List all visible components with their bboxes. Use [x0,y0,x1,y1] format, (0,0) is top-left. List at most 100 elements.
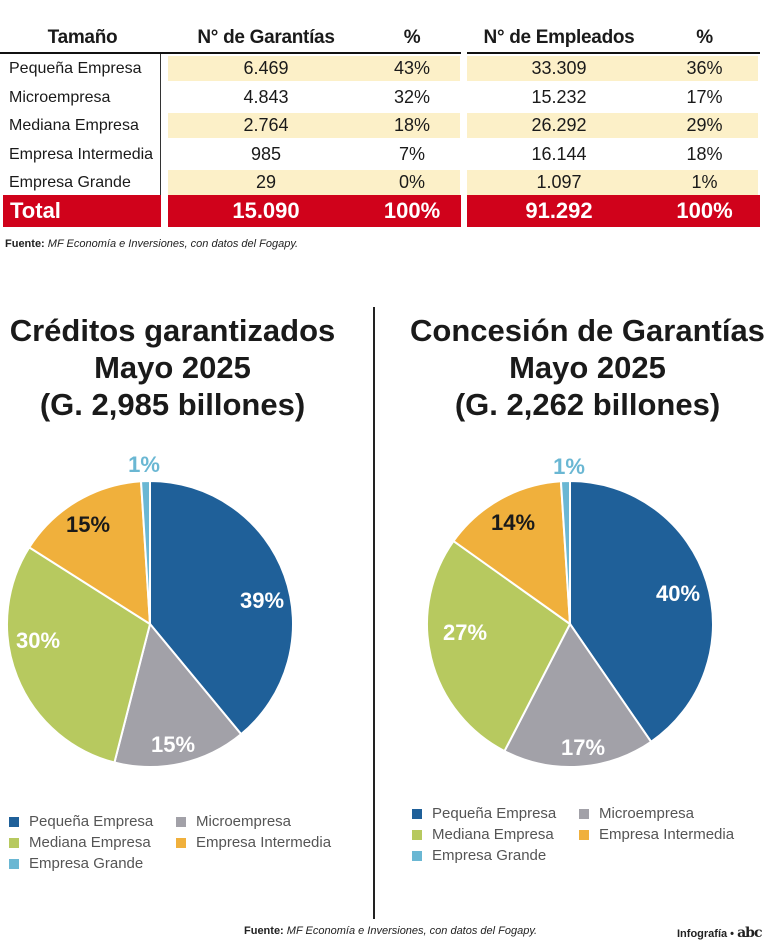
table-source-text: MF Economía e Inversiones, con datos del… [47,238,299,250]
legend-item: Mediana Empresa [412,826,554,844]
legend-swatch [176,817,186,828]
table-source-label: Fuente: [5,238,45,250]
row-label: Empresa Intermedia [9,145,154,163]
pie-slice-microempresa [113,621,243,768]
legend-label: Microempresa [599,805,695,822]
chart-1-title: Créditos garantizados Mayo 2025 (G. 2,98… [0,312,345,423]
total-pct-garantias: 100% [383,198,441,223]
pie-slice-label: 40% [656,581,700,606]
legend-label: Empresa Intermedia [599,826,735,843]
table-row: Mediana Empresa 2.764 18% 26.292 29% [0,111,770,140]
cell-pct-empleados: 29% [651,113,758,138]
pie-slice-label: 14% [491,510,535,535]
header-empleados: N° de Empleados [483,27,635,48]
header-rule-left [0,52,461,54]
cell-garantias: 4.843 [243,86,289,107]
row-label: Empresa Grande [9,174,131,191]
row-label: Mediana Empresa [9,117,139,134]
legend-swatch [412,809,422,820]
legend-item: Empresa Grande [9,855,143,873]
footer-credit-text: Infografía • [677,928,735,940]
pie-slice-label: 15% [151,732,195,757]
legend-item: Empresa Intermedia [579,826,734,844]
legend-label: Pequeña Empresa [29,813,154,830]
abc-logo: abc [737,925,762,941]
cell-pct-empleados: 1% [651,170,758,195]
pie-slice-empresa-grande [559,479,571,625]
legend-swatch [9,817,19,828]
legend-item: Empresa Grande [412,847,546,865]
pie-slice-mediana-empresa [6,545,152,764]
pie-slice-label: 1% [128,452,160,477]
chart-2-title-line-1: Concesión de Garantías [410,313,765,348]
total-empleados: 91.292 [525,198,593,223]
header-pct-garantias: % [403,27,421,48]
legend-label: Mediana Empresa [29,834,151,851]
cell-pct-garantias: 7% [398,143,425,164]
charts-divider [373,307,375,919]
footer-source: Fuente: MF Economía e Inversiones, con d… [244,925,537,937]
pie-slice-peque-a-empresa [569,479,714,744]
cell-garantias: 29 [168,170,364,195]
total-pct-empleados: 100% [676,198,733,223]
pie-slice-microempresa [503,622,653,768]
legend-item: Mediana Empresa [9,834,151,852]
header-rule-right [467,52,760,54]
table-source: Fuente: MF Economía e Inversiones, con d… [5,238,298,250]
cell-pct-empleados: 18% [686,143,723,164]
pie-slice-label: 17% [561,735,605,760]
legend-swatch [412,851,422,862]
pie-chart-concesion: 40% 17% 27% 14% 1% [426,454,714,768]
chart-2-title-line-3: (G. 2,262 billones) [454,387,721,422]
cell-pct-garantias: 0% [364,170,460,195]
chart-2-title-line-2: Mayo 2025 [509,350,666,385]
legend-item: Empresa Intermedia [176,834,331,852]
column-divider [160,54,161,222]
total-garantias-block: 15.090 100% [168,195,461,227]
pie-slice-peque-a-empresa [149,479,294,736]
legend-label: Microempresa [196,813,292,830]
table-row: Empresa Intermedia 985 7% 16.144 18% [0,140,770,169]
table-row: Pequeña Empresa 6.469 43% 33.309 36% [0,54,770,83]
cell-garantias: 2.764 [168,113,364,138]
cell-empleados: 15.232 [531,86,587,107]
footer-credit: Infografía • abc [677,925,763,941]
cell-empleados: 33.309 [467,56,651,81]
pie-slice-mediana-empresa [426,539,572,753]
footer-source-label: Fuente: [244,925,284,937]
cell-garantias: 6.469 [168,56,364,81]
pie-slice-label: 15% [66,512,110,537]
legend-item: Microempresa [579,805,694,823]
legend-label: Empresa Grande [29,855,144,872]
cell-garantias: 985 [250,143,282,164]
pie-slice-label: 1% [553,454,585,479]
cell-pct-empleados: 17% [686,86,723,107]
cell-pct-garantias: 32% [393,86,431,107]
header-tamano: Tamaño [47,27,118,48]
total-label-text: Total [10,198,61,223]
legend-label: Empresa Grande [432,847,547,864]
pie-chart-creditos: 39% 15% 30% 15% 1% [6,452,294,768]
pie-slice-empresa-intermedia [27,480,152,626]
legend-swatch [9,838,19,849]
row-label: Microempresa [9,88,111,106]
legend-swatch [412,830,422,841]
legend-swatch [579,830,589,841]
chart-1-title-line-1: Créditos garantizados [9,313,336,348]
chart-1-title-line-2: Mayo 2025 [94,350,251,385]
header-pct-empleados: % [696,27,713,48]
legend-item: Microempresa [176,813,291,831]
legend-swatch [579,809,589,820]
cell-pct-garantias: 18% [364,113,460,138]
table-row: Empresa Grande 29 0% 1.097 1% [0,168,770,197]
pie-slice-label: 30% [16,628,60,653]
legend-label: Mediana Empresa [432,826,554,843]
cell-pct-empleados: 36% [651,56,758,81]
legend-item: Pequeña Empresa [9,813,153,831]
chart-2-title: Concesión de Garantías Mayo 2025 (G. 2,2… [405,312,770,423]
cell-pct-garantias: 43% [364,56,460,81]
legend-swatch [176,838,186,849]
cell-empleados: 1.097 [467,170,651,195]
total-label: Total [3,195,161,227]
row-label: Pequeña Empresa [9,60,142,77]
